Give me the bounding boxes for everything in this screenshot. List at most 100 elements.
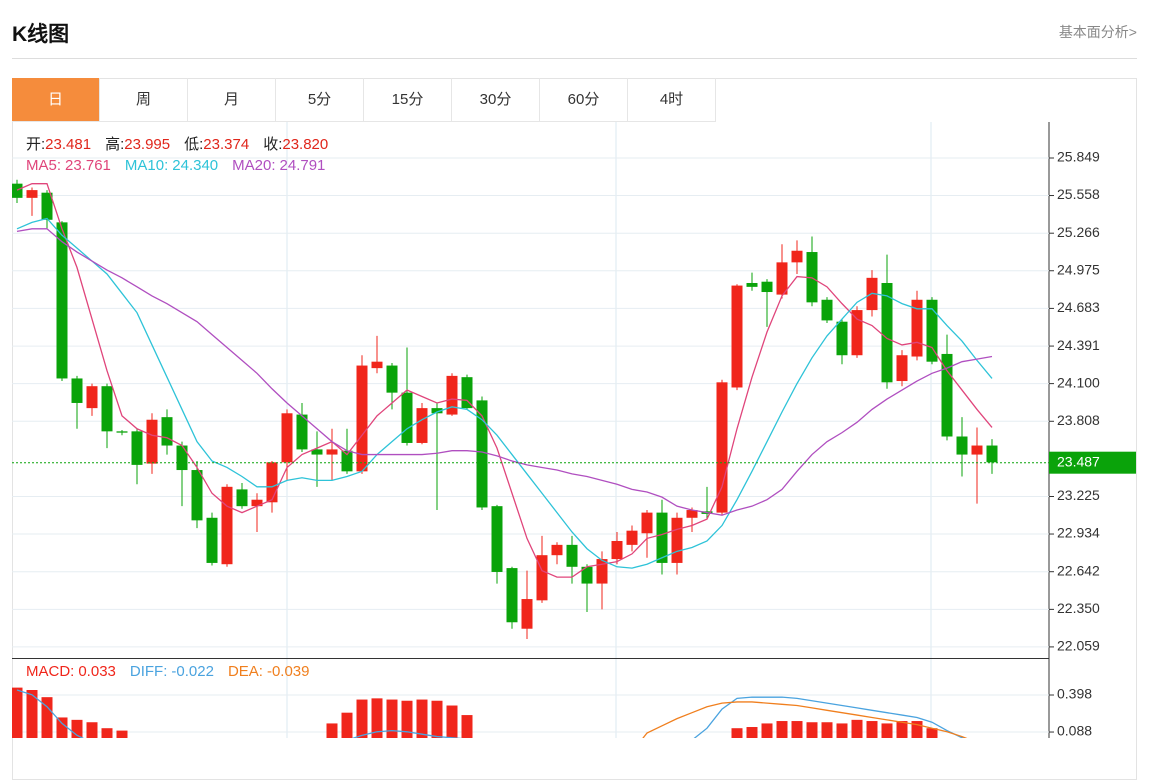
candle-body xyxy=(836,321,848,356)
macd-bar xyxy=(851,719,863,738)
candle-body xyxy=(956,436,968,455)
macd-bar xyxy=(821,722,833,738)
candle-body xyxy=(296,414,308,450)
tab[interactable]: 15分 xyxy=(364,78,452,122)
macd-bar xyxy=(12,687,23,738)
y-tick-label: 25.849 xyxy=(1057,149,1100,165)
candle-body xyxy=(131,431,143,465)
candle-body xyxy=(941,353,953,437)
macd-legend: MACD: 0.033 DIFF: -0.022 DEA: -0.039 xyxy=(26,663,324,680)
macd-bar xyxy=(431,700,443,738)
candle-body xyxy=(656,512,668,563)
candle-body xyxy=(236,489,248,507)
last-price-box xyxy=(1049,451,1136,474)
macd-bar xyxy=(371,698,383,738)
y-tick-label: 0.398 xyxy=(1057,686,1092,702)
tab[interactable]: 月 xyxy=(188,78,276,122)
legend-value: 23.761 xyxy=(65,157,111,174)
tab[interactable]: 5分 xyxy=(276,78,364,122)
legend-name: MA5: xyxy=(26,157,62,174)
y-tick-label: 24.391 xyxy=(1057,337,1100,353)
macd-bar xyxy=(881,723,893,738)
candle-body xyxy=(671,517,683,563)
candle-body xyxy=(341,450,353,472)
ohlc-label: 高: xyxy=(105,136,125,153)
candle-body xyxy=(581,566,593,584)
legend-value: -0.039 xyxy=(266,663,310,680)
macd-bar xyxy=(731,728,743,738)
macd-bar xyxy=(896,721,908,738)
chart: 25.849 25.558 25.266 24.975 24.683 24.391 24.1… xyxy=(12,122,1136,738)
candle-body xyxy=(821,299,833,321)
candle-body xyxy=(416,408,428,443)
tab[interactable]: 4时 xyxy=(628,78,716,122)
y-tick-label: 22.642 xyxy=(1057,562,1100,578)
candle-body xyxy=(521,599,533,629)
macd-bar xyxy=(911,721,923,738)
candle-body xyxy=(731,285,743,388)
plot xyxy=(12,179,998,640)
candle-body xyxy=(26,190,38,198)
y-tick-label: 0.088 xyxy=(1057,723,1092,738)
ohlc-value: 23.820 xyxy=(282,136,329,153)
candle-body xyxy=(851,310,863,356)
candle-body xyxy=(986,445,998,463)
candle-body xyxy=(326,449,338,455)
candle-body xyxy=(686,510,698,518)
candle-body xyxy=(626,530,638,545)
macd-bar xyxy=(116,730,128,738)
candle-body xyxy=(371,361,383,369)
fundamental-link[interactable]: 基本面分析> xyxy=(1058,24,1137,40)
tab[interactable]: 日 xyxy=(12,78,100,122)
candle-body xyxy=(116,431,128,433)
ohlc-label: 收: xyxy=(263,136,283,153)
tab[interactable]: 周 xyxy=(100,78,188,122)
candle-body xyxy=(401,392,413,443)
candle-body xyxy=(431,408,443,414)
page: K线图 基本面分析> 25.849 25.558 25.266 24.975 24.68… xyxy=(12,23,1137,780)
y-tick-label: 23.808 xyxy=(1057,412,1100,428)
candle-body xyxy=(41,192,53,220)
candle-body xyxy=(491,506,503,572)
macd-bar xyxy=(416,699,428,738)
candle-body xyxy=(12,183,23,198)
title: K线图 xyxy=(12,23,70,46)
candle-body xyxy=(896,355,908,382)
ma-legend: MA5: 23.761 MA10: 24.340 MA20: 24.791 xyxy=(26,157,339,174)
y-tick-label: 23.225 xyxy=(1057,487,1100,503)
candle-body xyxy=(911,299,923,357)
candle-body xyxy=(56,222,68,379)
ohlc-legend: 开:23.481 高:23.995 低:23.374 收:23.820 xyxy=(26,133,342,154)
candle-body xyxy=(791,250,803,263)
macd-bar xyxy=(26,690,38,738)
candle-body xyxy=(311,449,323,455)
divider xyxy=(12,58,1137,59)
candle-body xyxy=(716,382,728,513)
y-tick-label: 22.059 xyxy=(1057,638,1100,654)
candle-body xyxy=(266,462,278,503)
tab[interactable]: 30分 xyxy=(452,78,540,122)
candle-body xyxy=(146,419,158,464)
candle-body xyxy=(926,299,938,362)
date-separators xyxy=(286,122,932,738)
candle-body xyxy=(356,365,368,472)
macd-bar xyxy=(401,700,413,738)
candle-body xyxy=(881,282,893,383)
y-tick-label: 24.975 xyxy=(1057,261,1100,277)
macd-bar xyxy=(56,717,68,738)
candle-body xyxy=(101,386,113,432)
candle-body xyxy=(86,386,98,409)
legend-name: MACD: xyxy=(26,663,75,680)
y-tick-label: 24.100 xyxy=(1057,374,1100,390)
macd-bar xyxy=(836,723,848,738)
macd-bar xyxy=(86,722,98,738)
candle-body xyxy=(776,262,788,295)
candle-body xyxy=(746,282,758,287)
macd-bar xyxy=(806,722,818,738)
y-tick-label: 25.558 xyxy=(1057,186,1100,202)
candle-body xyxy=(476,400,488,508)
macd-bar xyxy=(791,721,803,738)
ohlc-value: 23.374 xyxy=(203,136,250,153)
tab[interactable]: 60分 xyxy=(540,78,628,122)
y-tick-label: 24.683 xyxy=(1057,299,1100,315)
